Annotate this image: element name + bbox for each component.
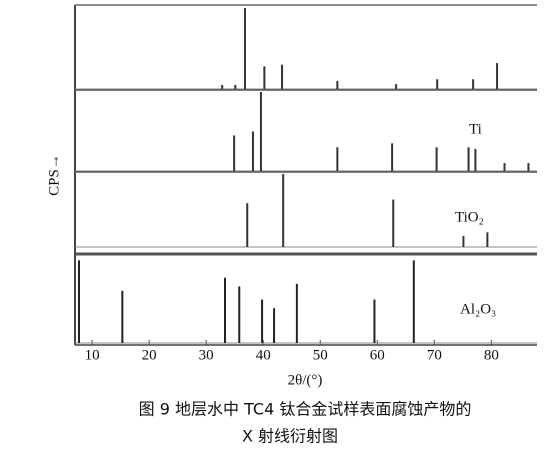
- caption: X 射线衍射图: [242, 427, 338, 446]
- x-tick-label: 60: [370, 347, 385, 363]
- x-axis-label: 2θ/(°): [288, 372, 323, 388]
- y-axis-label: CPS→: [46, 154, 62, 196]
- x-tick-label: 40: [256, 347, 271, 363]
- x-tick-label: 30: [199, 347, 214, 363]
- series-label: Al₂O₃: [460, 301, 496, 317]
- x-tick-label: 10: [85, 347, 100, 363]
- x-tick-label: 50: [313, 347, 328, 363]
- x-tick-label: 80: [484, 347, 499, 363]
- series-label: TiO₂: [455, 209, 484, 225]
- series-label: Ti: [469, 121, 482, 137]
- x-tick-label: 20: [142, 347, 157, 363]
- x-tick-label: 70: [427, 347, 442, 363]
- caption: 图 9 地层水中 TC4 钛合金试样表面腐蚀产物的: [139, 400, 472, 419]
